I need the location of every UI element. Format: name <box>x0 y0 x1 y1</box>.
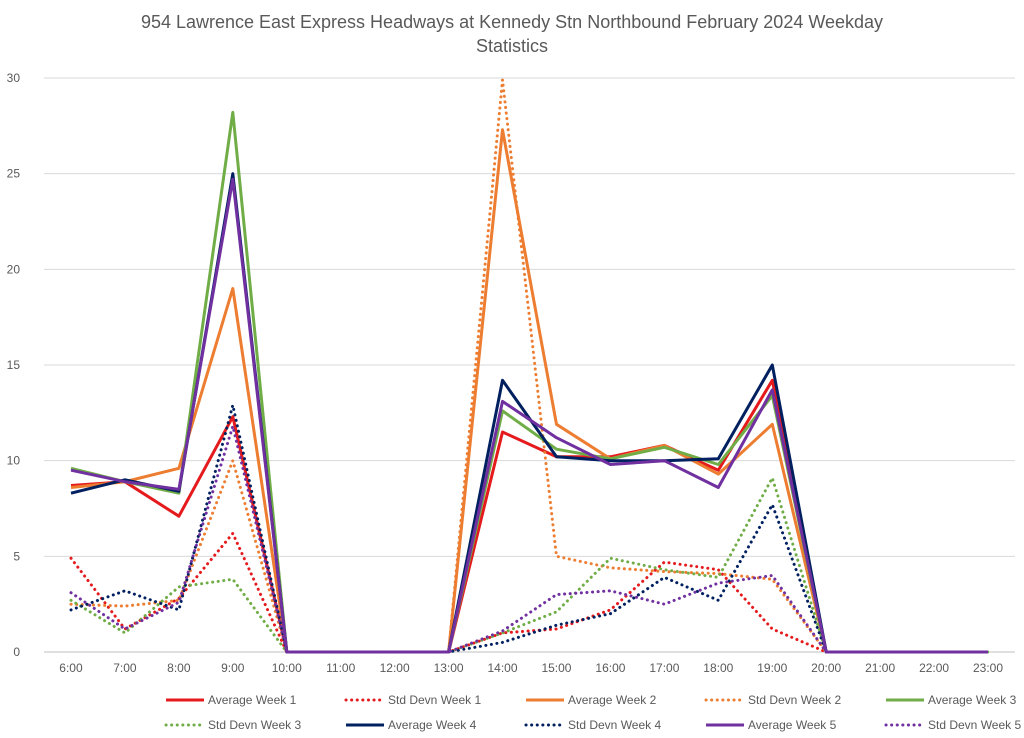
x-tick-label: 9:00 <box>221 661 245 675</box>
x-tick-label: 22:00 <box>919 661 949 675</box>
x-tick-label: 17:00 <box>649 661 679 675</box>
x-tick-label: 18:00 <box>703 661 733 675</box>
series-line-3 <box>70 128 988 654</box>
legend-item-10: Std Devn Week 5 <box>884 718 1021 732</box>
y-tick-label: 20 <box>7 262 21 276</box>
series-line-2 <box>69 531 990 654</box>
x-tick-label: 20:00 <box>811 661 841 675</box>
legend-item-6: Std Devn Week 3 <box>164 718 301 732</box>
legend-label: Std Devn Week 4 <box>568 718 661 732</box>
legend-label: Average Week 1 <box>208 693 297 707</box>
legend-label: Average Week 2 <box>568 693 657 707</box>
x-tick-label: 19:00 <box>757 661 787 675</box>
x-tick-label: 23:00 <box>973 661 1003 675</box>
series-lines <box>69 78 990 654</box>
y-axis-tick-labels: 0 5 10 15 20 25 30 <box>7 71 21 659</box>
legend-item-9: Average Week 5 <box>706 718 837 732</box>
y-tick-label: 30 <box>7 71 21 85</box>
legend-label: Average Week 4 <box>388 718 477 732</box>
chart-title: 954 Lawrence East Express Headways at Ke… <box>141 12 883 56</box>
series-line-7 <box>70 172 988 654</box>
y-tick-label: 0 <box>13 645 20 659</box>
x-tick-label: 11:00 <box>326 661 355 675</box>
legend-label: Std Devn Week 2 <box>748 693 841 707</box>
x-tick-label: 8:00 <box>167 661 191 675</box>
x-tick-label: 10:00 <box>272 661 302 675</box>
x-tick-label: 14:00 <box>488 661 518 675</box>
x-tick-label: 16:00 <box>595 661 625 675</box>
x-tick-label: 21:00 <box>865 661 895 675</box>
legend-label: Std Devn Week 1 <box>388 693 481 707</box>
y-tick-label: 15 <box>7 358 21 372</box>
y-tick-label: 5 <box>13 549 20 563</box>
legend-label: Std Devn Week 3 <box>208 718 301 732</box>
series-line-8 <box>69 403 990 654</box>
y-tick-label: 10 <box>7 454 21 468</box>
legend-item-4: Std Devn Week 2 <box>704 693 841 707</box>
series-line-10 <box>69 424 990 654</box>
x-tick-label: 6:00 <box>59 661 83 675</box>
x-tick-label: 15:00 <box>541 661 571 675</box>
legend-label: Average Week 5 <box>748 718 837 732</box>
x-axis-tick-labels: 6:00 7:00 8:00 9:00 10:00 11:00 12:00 13:00 14:0… <box>59 661 1003 675</box>
legend-label: Average Week 3 <box>928 693 1017 707</box>
legend-item-8: Std Devn Week 4 <box>524 718 661 732</box>
legend-item-7: Average Week 4 <box>346 718 477 732</box>
series-line-9 <box>70 177 988 654</box>
x-tick-label: 13:00 <box>434 661 464 675</box>
legend-item-1: Average Week 1 <box>166 693 297 707</box>
legend: Average Week 1 Std Devn Week 1 Average Wee… <box>164 693 1021 732</box>
legend-label: Std Devn Week 5 <box>928 718 1021 732</box>
y-tick-label: 25 <box>7 167 21 181</box>
legend-item-5: Average Week 3 <box>886 693 1017 707</box>
legend-item-2: Std Devn Week 1 <box>344 693 481 707</box>
legend-item-3: Average Week 2 <box>526 693 657 707</box>
x-tick-label: 12:00 <box>380 661 410 675</box>
x-tick-label: 7:00 <box>113 661 137 675</box>
series-line-5 <box>70 110 988 654</box>
